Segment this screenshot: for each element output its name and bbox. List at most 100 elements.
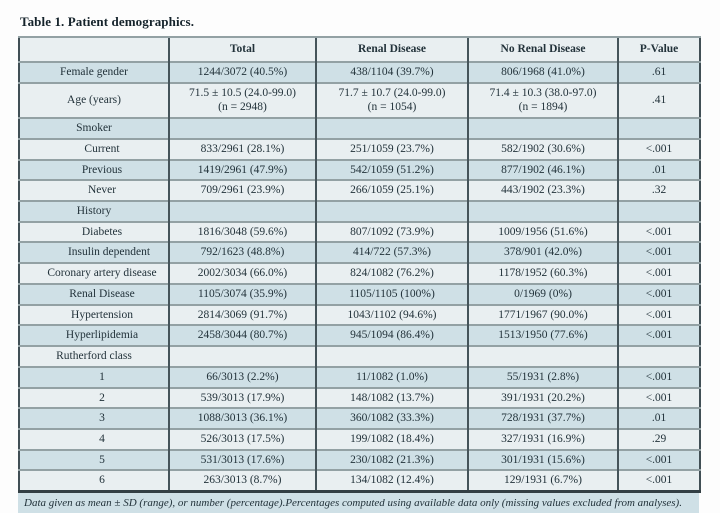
row-label: 5 xyxy=(19,448,169,471)
table-row: Previous 1419/2961 (47.9%) 542/1059 (51.2%… xyxy=(19,158,700,181)
table-row: 3 1088/3013 (36.1%) 360/1082 (33.3%) 728/19… xyxy=(19,407,700,429)
data-cell: <.001 xyxy=(617,386,700,409)
table-row: Current 833/2961 (28.1%) 251/1059 (23.7%) 5… xyxy=(19,137,700,160)
data-cell: 2002/3034 (66.0%) xyxy=(168,262,316,284)
data-cell: 55/1931 (2.8%) xyxy=(467,365,618,388)
data-cell: 1816/3048 (59.6%) xyxy=(168,220,316,243)
data-cell: 71.4 ± 10.3 (38.0-97.0) (n = 1894) xyxy=(467,81,618,119)
data-cell: .29 xyxy=(617,427,700,450)
column-header-blank xyxy=(19,36,169,62)
data-cell: 1178/1952 (60.3%) xyxy=(467,262,618,284)
data-cell: .01 xyxy=(617,158,700,181)
data-cell: <.001 xyxy=(617,365,700,388)
column-header-renal-disease: Renal Disease xyxy=(315,36,468,62)
header-row: Total Renal Disease No Renal Disease P-Valu… xyxy=(19,36,700,62)
data-cell: 1419/2961 (47.9%) xyxy=(168,158,316,181)
table-row: 1 66/3013 (2.2%) 11/1082 (1.0%) 55/1931 (2.… xyxy=(19,365,700,388)
data-cell: 148/1082 (13.7%) xyxy=(315,386,468,409)
row-label: History xyxy=(19,200,169,222)
table-row: Age (years) 71.5 ± 10.5 (24.0-99.0) (n = … xyxy=(19,81,700,119)
data-cell: 327/1931 (16.9%) xyxy=(467,427,618,450)
data-cell: .41 xyxy=(617,81,700,119)
row-label: Insulin dependent xyxy=(19,241,169,264)
data-cell xyxy=(168,345,316,367)
data-cell: 360/1082 (33.3%) xyxy=(315,407,468,429)
row-label: Diabetes xyxy=(19,220,169,243)
row-label: Hypertension xyxy=(19,303,169,326)
data-cell: 824/1082 (76.2%) xyxy=(315,262,468,284)
row-label: 1 xyxy=(19,365,169,388)
data-cell: .61 xyxy=(617,61,700,83)
data-cell: 251/1059 (23.7%) xyxy=(315,137,468,160)
data-cell: 833/2961 (28.1%) xyxy=(168,137,316,160)
data-cell: <.001 xyxy=(617,324,700,347)
data-cell: 728/1931 (37.7%) xyxy=(467,407,618,429)
data-cell: 301/1931 (15.6%) xyxy=(467,448,618,471)
table-row: Insulin dependent 792/1623 (48.8%) 414/722… xyxy=(19,241,700,264)
table-row: Hypertension 2814/3069 (91.7%) 1043/1102 (… xyxy=(19,303,700,326)
column-header-no-renal-disease: No Renal Disease xyxy=(467,36,618,62)
column-header-p-value: P-Value xyxy=(617,36,700,62)
data-cell: <.001 xyxy=(617,241,700,264)
row-label: 3 xyxy=(19,407,169,429)
table-row: 4 526/3013 (17.5%) 199/1082 (18.4%) 327/193… xyxy=(19,427,700,450)
data-cell xyxy=(168,200,316,222)
table-row: Female gender 1244/3072 (40.5%) 438/1104 (… xyxy=(19,61,700,83)
data-cell: 391/1931 (20.2%) xyxy=(467,386,618,409)
data-cell: 0/1969 (0%) xyxy=(467,282,618,305)
data-cell: <.001 xyxy=(617,137,700,160)
row-label: Coronary artery disease xyxy=(19,262,169,284)
data-cell: 414/722 (57.3%) xyxy=(315,241,468,264)
row-label: Renal Disease xyxy=(19,282,169,305)
data-cell xyxy=(467,117,618,139)
data-cell xyxy=(467,345,618,367)
data-cell: 1043/1102 (94.6%) xyxy=(315,303,468,326)
data-cell: 1244/3072 (40.5%) xyxy=(168,61,316,83)
data-cell: 129/1931 (6.7%) xyxy=(467,469,618,492)
data-cell: 71.5 ± 10.5 (24.0-99.0) (n = 2948) xyxy=(168,81,316,119)
data-cell: 2814/3069 (91.7%) xyxy=(168,303,316,326)
data-cell: 134/1082 (12.4%) xyxy=(315,469,468,492)
data-cell: 877/1902 (46.1%) xyxy=(467,158,618,181)
data-cell: .32 xyxy=(617,179,700,202)
data-cell xyxy=(315,345,468,367)
data-cell: <.001 xyxy=(617,262,700,284)
data-cell xyxy=(617,345,700,367)
data-cell: 1771/1967 (90.0%) xyxy=(467,303,618,326)
data-cell: 199/1082 (18.4%) xyxy=(315,427,468,450)
table-row: Diabetes 1816/3048 (59.6%) 807/1092 (73.9%… xyxy=(19,220,700,243)
data-cell: <.001 xyxy=(617,303,700,326)
data-cell: 945/1094 (86.4%) xyxy=(315,324,468,347)
data-cell: 1088/3013 (36.1%) xyxy=(168,407,316,429)
demographics-table: Total Renal Disease No Renal Disease P-Valu… xyxy=(18,36,701,494)
data-cell: 66/3013 (2.2%) xyxy=(168,365,316,388)
data-cell xyxy=(467,200,618,222)
row-label: Current xyxy=(19,137,169,160)
data-cell xyxy=(168,117,316,139)
table-row: 5 531/3013 (17.6%) 230/1082 (21.3%) 301/193… xyxy=(19,448,700,471)
table-row: Hyperlipidemia 2458/3044 (80.7%) 945/1094 … xyxy=(19,324,700,347)
table-row: Coronary artery disease 2002/3034 (66.0%)… xyxy=(19,262,700,284)
data-cell: <.001 xyxy=(617,448,700,471)
data-cell: 806/1968 (41.0%) xyxy=(467,61,618,83)
data-cell xyxy=(315,200,468,222)
row-label: Previous xyxy=(19,158,169,181)
row-label: Rutherford class xyxy=(19,345,169,367)
data-cell: 438/1104 (39.7%) xyxy=(315,61,468,83)
data-cell: 443/1902 (23.3%) xyxy=(467,179,618,202)
row-label: Age (years) xyxy=(19,81,169,119)
data-cell: 266/1059 (25.1%) xyxy=(315,179,468,202)
column-header-total: Total xyxy=(168,36,316,62)
table-row: Smoker xyxy=(19,117,700,139)
table-row: Never 709/2961 (23.9%) 266/1059 (25.1%) 443… xyxy=(19,179,700,202)
data-cell: .01 xyxy=(617,407,700,429)
data-cell: 2458/3044 (80.7%) xyxy=(168,324,316,347)
data-cell: 263/3013 (8.7%) xyxy=(168,469,316,492)
data-cell: 71.7 ± 10.7 (24.0-99.0) (n = 1054) xyxy=(315,81,468,119)
data-cell xyxy=(315,117,468,139)
row-label: Hyperlipidemia xyxy=(19,324,169,347)
row-label: 4 xyxy=(19,427,169,450)
data-cell: 709/2961 (23.9%) xyxy=(168,179,316,202)
row-label: Never xyxy=(19,179,169,202)
